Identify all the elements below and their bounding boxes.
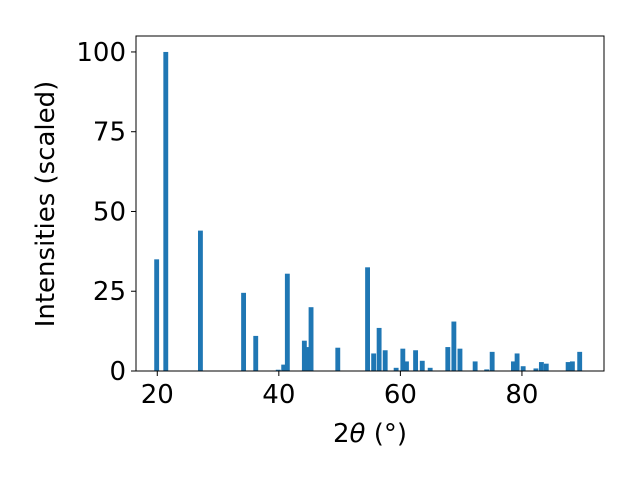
- y-tick-label-25: 25: [93, 277, 126, 307]
- bar-12: [365, 267, 370, 371]
- bar-4: [253, 335, 259, 371]
- y-tick-label-0: 0: [109, 357, 126, 387]
- bar-1: [163, 51, 169, 371]
- bar-7: [284, 273, 290, 371]
- bar-22: [445, 347, 451, 371]
- bar-9: [304, 347, 310, 371]
- bar-36: [577, 351, 583, 371]
- bar-30: [520, 366, 526, 371]
- y-tick-label-50: 50: [93, 197, 126, 227]
- bar-29: [514, 353, 520, 371]
- bar-31: [533, 368, 539, 371]
- y-tick-label-75: 75: [93, 118, 126, 148]
- bar-24: [457, 348, 463, 371]
- x-tick-label-80: 80: [505, 380, 538, 410]
- x-tick-label-40: 40: [262, 380, 295, 410]
- bar-10: [308, 307, 314, 371]
- bar-32: [538, 362, 544, 371]
- x-axis: 20 40 60 80: [141, 371, 538, 410]
- bar-34: [565, 362, 571, 371]
- bar-14: [376, 327, 382, 371]
- bar-11: [335, 347, 341, 371]
- bar-8: [301, 340, 307, 371]
- bar-0: [154, 259, 160, 371]
- bar-23: [451, 321, 457, 371]
- x-tick-label-60: 60: [384, 380, 417, 410]
- x-tick-label-20: 20: [141, 380, 174, 410]
- bar-6: [281, 364, 287, 371]
- bar-35: [569, 361, 575, 371]
- bar-2: [197, 230, 203, 371]
- bar-26: [484, 369, 490, 371]
- bar-19: [413, 350, 419, 371]
- bar-3: [241, 292, 247, 371]
- x-axis-label-unit: (°): [365, 419, 407, 449]
- bar-25: [472, 361, 478, 371]
- bar-21: [427, 367, 433, 371]
- y-axis-label: Intensities (scaled): [31, 81, 61, 328]
- x-axis-label: 2θ (°): [333, 419, 407, 449]
- y-axis: 0 25 50 75 100: [76, 38, 136, 387]
- x-axis-label-theta: θ: [350, 419, 366, 449]
- y-tick-label-100: 100: [76, 38, 126, 68]
- x-axis-label-main: 2: [333, 419, 350, 449]
- bar-13: [371, 353, 377, 371]
- bar-17: [400, 348, 406, 371]
- bar-33: [543, 363, 549, 371]
- bar-15: [382, 350, 388, 371]
- plot-frame: [135, 35, 605, 372]
- bar-27: [489, 351, 495, 371]
- bar-28: [511, 361, 516, 371]
- bar-series: [154, 51, 583, 371]
- bar-16: [393, 367, 399, 371]
- bar-20: [419, 360, 425, 371]
- bar-5: [275, 369, 281, 371]
- bar-18: [404, 361, 409, 371]
